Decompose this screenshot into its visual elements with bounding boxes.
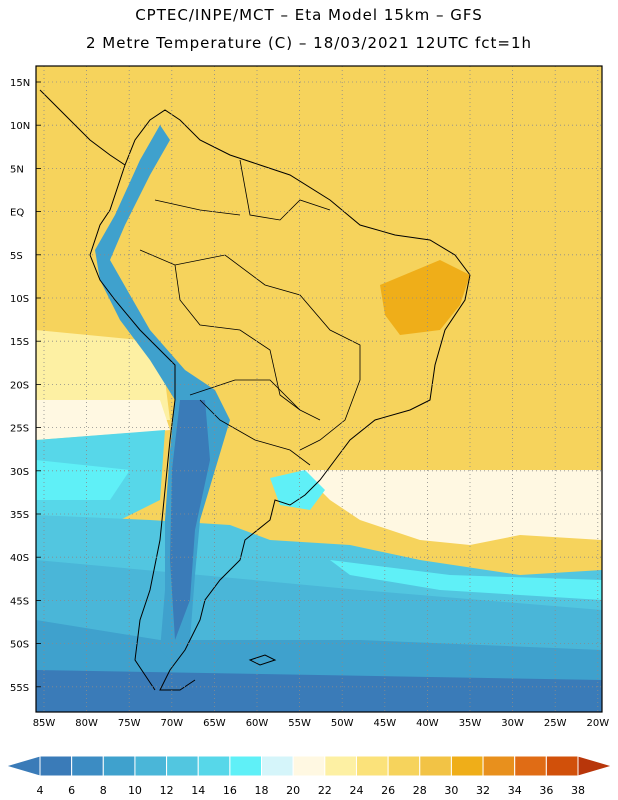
map-frame <box>35 65 603 713</box>
lat-label: 25S <box>10 424 29 435</box>
colorbar-swatch <box>166 755 199 777</box>
colorbar-swatch <box>482 755 516 777</box>
colorbar-tick-label: 24 <box>349 784 363 797</box>
lat-label: 55S <box>10 683 29 694</box>
lat-label: 15N <box>10 78 30 89</box>
lat-label: 30S <box>10 467 29 478</box>
colorbar-arrow-right <box>577 755 614 777</box>
lon-label: 45W <box>373 718 396 729</box>
country-borders <box>139 159 361 466</box>
colorbar-tick-label: 38 <box>571 784 585 797</box>
field-atlantic-cyan <box>330 560 602 600</box>
colorbar-swatch <box>514 755 547 777</box>
colorbar-tick-label: 16 <box>223 784 237 797</box>
lat-label: EQ <box>10 208 24 219</box>
lon-label: 60W <box>246 718 269 729</box>
lon-label: 85W <box>33 718 56 729</box>
colorbar-tick-label: 4 <box>37 784 44 797</box>
lat-label: 50S <box>10 640 29 651</box>
lon-label: 55W <box>288 718 311 729</box>
colorbar-swatch <box>229 755 263 777</box>
colorbar-tick-label: 32 <box>476 784 490 797</box>
lat-label: 5S <box>10 251 23 262</box>
colorbar-tick-label: 26 <box>381 784 395 797</box>
colorbar-tick-label: 14 <box>191 784 205 797</box>
colorbar-tick-label: 20 <box>286 784 300 797</box>
colorbar-tick-label: 8 <box>100 784 107 797</box>
colorbar-swatch <box>102 755 136 777</box>
colorbar-swatch <box>292 755 326 777</box>
longitude-labels: 85W 80W 75W 70W 65W 60W 55W 50W 45W 40W 35W 30W 25W 2… <box>33 718 610 729</box>
lat-label: 20S <box>10 380 29 391</box>
lon-label: 70W <box>160 718 183 729</box>
colorbar-swatch <box>419 755 452 777</box>
map-title-line2: 2 Metre Temperature (C) – 18/03/2021 12U… <box>85 34 533 52</box>
field-andes-cold <box>95 125 230 665</box>
field-ne-brazil-hot <box>380 260 470 335</box>
lon-label: 25W <box>544 718 567 729</box>
field-pacific-pale <box>36 400 170 440</box>
lat-label: 40S <box>10 553 29 564</box>
field-andes-core <box>170 400 210 640</box>
colorbar-tick-label: 10 <box>128 784 142 797</box>
colorbar-tick-label: 30 <box>444 784 458 797</box>
lon-label: 40W <box>416 718 439 729</box>
field-uruguay-cool <box>270 470 325 510</box>
lon-label: 30W <box>501 718 524 729</box>
colorbar-swatch <box>261 755 294 777</box>
colorbar-swatch <box>355 755 389 777</box>
temperature-field <box>36 66 602 712</box>
lon-label: 20W <box>586 718 609 729</box>
lon-label: 80W <box>75 718 98 729</box>
colorbar-swatch <box>71 755 104 777</box>
colorbar-tick-label: 34 <box>508 784 522 797</box>
field-pacific-mild <box>36 330 170 420</box>
lat-label: 45S <box>10 596 29 607</box>
field-coldest-band <box>36 670 602 712</box>
lat-label: 10S <box>10 294 29 305</box>
grid-lines <box>36 66 602 712</box>
colorbar-tick-label: 18 <box>255 784 269 797</box>
colorbar-swatch <box>39 755 73 777</box>
colorbar-swatch <box>324 755 357 777</box>
lat-label: 5N <box>10 164 24 175</box>
lon-label: 65W <box>203 718 226 729</box>
lat-label: 35S <box>10 510 29 521</box>
lat-label: 10N <box>10 121 30 132</box>
lon-label: 35W <box>459 718 482 729</box>
colorbar: 4 6 8 10 12 14 16 18 20 22 24 26 28 30 32 34 36 38 <box>4 755 614 797</box>
field-pale-band <box>300 470 602 545</box>
lon-label: 50W <box>331 718 354 729</box>
colorbar-arrow-left <box>4 755 41 777</box>
lat-label: 15S <box>10 337 29 348</box>
latitude-labels: 15N 10N 5N EQ 5S 10S 15S 20S 25S 30S 35S 40S 45S 50S 5… <box>10 78 30 694</box>
colorbar-swatch <box>387 755 421 777</box>
lon-label: 75W <box>118 718 141 729</box>
colorbar-swatch <box>197 755 231 777</box>
colorbar-swatch <box>545 755 579 777</box>
colorbar-swatch <box>134 755 168 777</box>
coastlines <box>39 89 471 691</box>
colorbar-tick-label: 12 <box>160 784 174 797</box>
field-pacific-cyan <box>36 460 130 500</box>
colorbar-tick-label: 28 <box>413 784 427 797</box>
map-title-line1: CPTEC/INPE/MCT – Eta Model 15km – GFS <box>135 6 483 24</box>
colorbar-swatch <box>450 755 484 777</box>
colorbar-tick-label: 36 <box>539 784 553 797</box>
colorbar-tick-label: 22 <box>318 784 332 797</box>
colorbar-tick-label: 6 <box>68 784 75 797</box>
